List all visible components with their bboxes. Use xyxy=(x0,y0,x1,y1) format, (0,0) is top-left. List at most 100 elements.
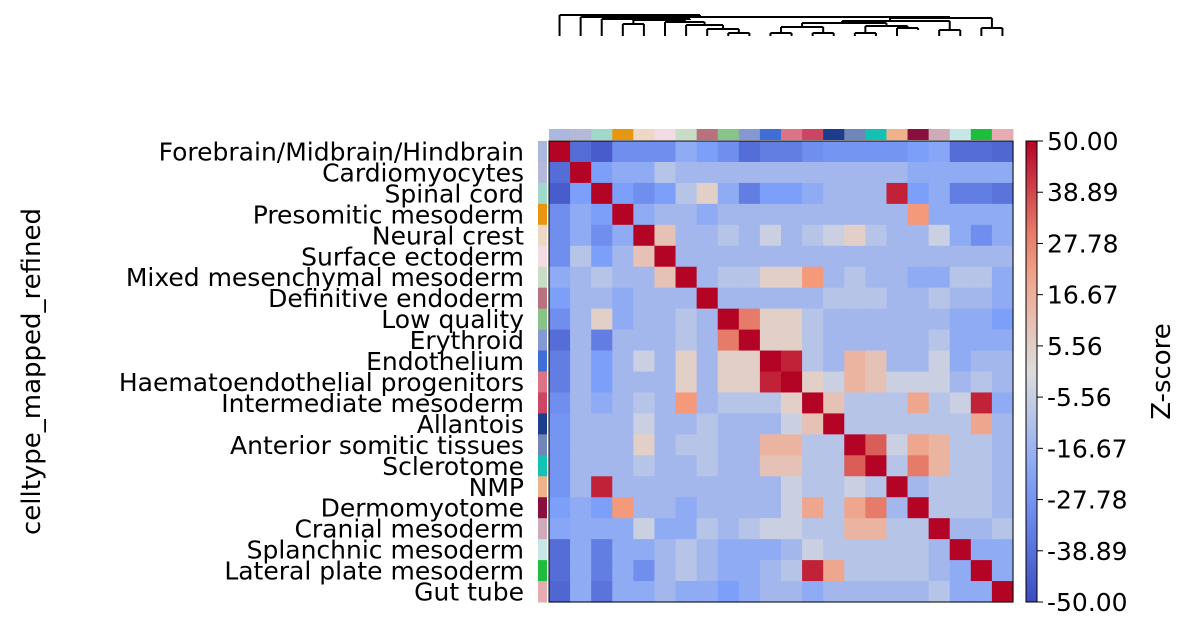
heatmap-cell xyxy=(675,161,698,184)
row-color-cell xyxy=(538,539,547,561)
heatmap-cell xyxy=(654,182,677,205)
heatmap-cell xyxy=(633,329,656,352)
heatmap-cell xyxy=(928,476,951,498)
heatmap-cell xyxy=(738,350,761,373)
heatmap-cell xyxy=(759,161,782,184)
heatmap-cell xyxy=(970,392,993,415)
heatmap-cell xyxy=(844,224,866,247)
row-color-cell xyxy=(538,245,547,268)
heatmap-cell xyxy=(949,287,972,310)
heatmap-cell xyxy=(570,413,592,435)
heatmap-cell xyxy=(844,266,866,289)
heatmap-cell xyxy=(928,497,951,519)
column-color-cell xyxy=(633,129,655,140)
heatmap-cell xyxy=(865,518,888,540)
heatmap-cell xyxy=(886,539,909,561)
heatmap-cell xyxy=(802,392,824,415)
heatmap-cell xyxy=(591,203,613,226)
heatmap-cell xyxy=(570,581,592,603)
heatmap-cell xyxy=(675,266,698,289)
heatmap-cell xyxy=(549,141,571,163)
heatmap-cell xyxy=(991,287,1014,310)
heatmap-cell xyxy=(612,476,634,498)
heatmap-cell xyxy=(612,392,634,415)
heatmap-cell xyxy=(844,161,866,184)
column-color-cell xyxy=(991,129,1014,140)
heatmap-cell xyxy=(759,329,782,352)
heatmap-cell xyxy=(928,581,951,603)
heatmap-cell xyxy=(844,350,866,373)
heatmap-cell xyxy=(717,203,740,226)
heatmap-cell xyxy=(759,266,782,289)
heatmap-cell xyxy=(844,203,866,226)
heatmap-cell xyxy=(591,182,613,205)
heatmap-cell xyxy=(949,182,972,205)
heatmap-cell xyxy=(717,371,740,394)
heatmap-cell xyxy=(781,266,803,289)
heatmap-cell xyxy=(549,266,571,289)
heatmap-cell xyxy=(781,203,803,226)
heatmap-cell xyxy=(717,581,740,603)
heatmap-cell xyxy=(570,245,592,268)
heatmap-cell xyxy=(865,266,888,289)
heatmap-cell xyxy=(802,308,824,331)
heatmap-cell xyxy=(949,434,972,456)
heatmap-cell xyxy=(970,350,993,373)
row-color-cell xyxy=(538,350,547,372)
heatmap-cell xyxy=(907,539,930,561)
heatmap-cell xyxy=(844,329,866,352)
heatmap-cell xyxy=(654,371,677,394)
heatmap-cell xyxy=(612,203,634,226)
heatmap-cell xyxy=(991,224,1014,247)
heatmap-cell xyxy=(886,182,909,205)
heatmap-cell xyxy=(907,141,930,163)
heatmap-cell xyxy=(886,161,909,184)
heatmap-cell xyxy=(865,308,888,331)
heatmap-cell xyxy=(823,287,845,310)
heatmap-cell xyxy=(570,141,592,163)
heatmap-cell xyxy=(675,329,698,352)
heatmap-cell xyxy=(738,287,761,310)
heatmap-cell xyxy=(928,413,951,435)
row-color-cell xyxy=(538,455,547,477)
heatmap-cell xyxy=(612,518,634,540)
heatmap-cell xyxy=(759,141,782,163)
heatmap-cell xyxy=(675,413,698,435)
heatmap-cell xyxy=(654,266,677,289)
heatmap-cell xyxy=(759,245,782,268)
heatmap-cell xyxy=(823,182,845,205)
heatmap-cell xyxy=(591,287,613,310)
heatmap-cell xyxy=(865,141,888,163)
heatmap-cell xyxy=(675,224,698,247)
heatmap-cell xyxy=(781,434,803,456)
heatmap-cell xyxy=(591,371,613,394)
colorbar xyxy=(1025,140,1038,603)
heatmap-cell xyxy=(865,329,888,352)
row-color-cell xyxy=(538,308,547,331)
heatmap-cell xyxy=(844,455,866,477)
heatmap-cell xyxy=(612,413,634,435)
heatmap-cell xyxy=(759,350,782,373)
heatmap-cell xyxy=(865,581,888,603)
heatmap-cell xyxy=(865,224,888,247)
heatmap-cell xyxy=(844,182,866,205)
heatmap-cell xyxy=(633,287,656,310)
heatmap-cell xyxy=(886,413,909,435)
heatmap-cell xyxy=(886,581,909,603)
heatmap-cell xyxy=(970,560,993,582)
heatmap-cell xyxy=(802,518,824,540)
heatmap-cell xyxy=(549,245,571,268)
heatmap-cell xyxy=(675,476,698,498)
row-color-bar xyxy=(538,141,547,603)
heatmap-cell xyxy=(696,434,719,456)
heatmap-cell xyxy=(823,245,845,268)
heatmap-cell xyxy=(970,287,993,310)
heatmap-cell xyxy=(928,350,951,373)
column-color-cell xyxy=(886,129,909,140)
heatmap-cell xyxy=(633,392,656,415)
heatmap-cell xyxy=(675,392,698,415)
heatmap-cell xyxy=(570,350,592,373)
heatmap-cell xyxy=(591,224,613,247)
heatmap-cell xyxy=(759,560,782,582)
heatmap-cell xyxy=(907,392,930,415)
